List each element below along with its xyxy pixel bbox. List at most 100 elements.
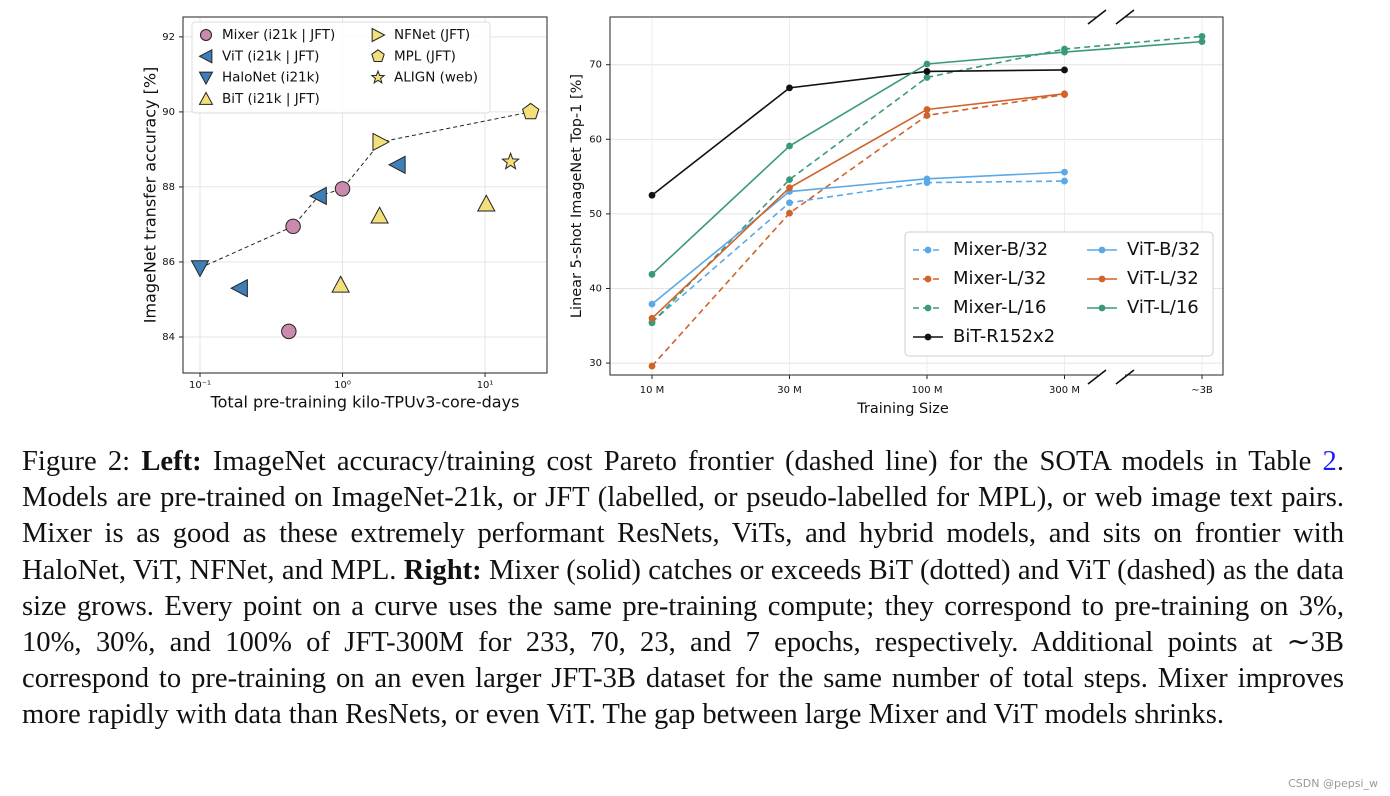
point	[786, 84, 793, 92]
y-tick-label: 92	[162, 32, 175, 43]
axis-break	[1098, 366, 1125, 386]
point	[1061, 90, 1068, 98]
legend-label: Mixer-L/32	[953, 268, 1046, 289]
legend-marker	[924, 333, 932, 341]
pareto-frontier	[199, 111, 531, 269]
point	[648, 300, 656, 308]
legend-label: Mixer (i21k | JFT)	[222, 27, 335, 43]
break-mark	[1087, 9, 1107, 25]
legend-marker	[1098, 275, 1106, 283]
x-tick-label: 30 M	[777, 385, 802, 396]
legend-label: Mixer-L/16	[953, 297, 1046, 318]
legend-marker	[198, 91, 214, 105]
legend-label: BiT-R152x2	[953, 326, 1055, 347]
point	[1198, 38, 1206, 46]
point	[648, 314, 656, 322]
point	[923, 106, 931, 113]
plot-frame	[182, 16, 548, 374]
legend-marker	[370, 69, 386, 85]
point	[387, 155, 406, 175]
y-tick-label: 30	[589, 358, 602, 369]
caption-text: ImageNet accuracy/training cost Pareto f…	[212, 446, 1312, 477]
point	[648, 191, 656, 199]
series-line	[651, 93, 1065, 367]
legend-marker	[1098, 304, 1106, 312]
break-mark	[1115, 369, 1135, 385]
point	[501, 151, 521, 170]
caption-text: Mixer (solid) catches or exceeds BiT (do…	[22, 554, 1344, 731]
point	[1061, 168, 1068, 176]
break-mark	[1087, 369, 1107, 385]
legend-box	[191, 21, 491, 114]
point	[372, 132, 391, 152]
point	[648, 270, 656, 278]
legend-marker	[198, 71, 214, 86]
legend-label: ViT (i21k | JFT)	[222, 48, 319, 64]
series-line	[651, 35, 1203, 324]
series-line	[651, 171, 1065, 305]
caption-heading: Right:	[403, 554, 482, 586]
y-tick-label: 90	[162, 107, 175, 118]
point	[522, 102, 540, 120]
legend-label: ViT-B/32	[1127, 239, 1200, 260]
point	[1061, 66, 1068, 74]
legend-marker	[924, 275, 932, 283]
y-tick-label: 40	[589, 283, 602, 294]
caption-label: Figure 2:	[22, 446, 131, 477]
break-mark	[1115, 9, 1135, 25]
y-tick-label: 70	[589, 60, 602, 71]
y-tick-label: 60	[589, 134, 602, 145]
x-tick-label: 100 M	[912, 385, 943, 396]
x-tick-label: 10⁻¹	[189, 380, 211, 391]
legend-label: NFNet (JFT)	[394, 27, 470, 43]
point	[786, 176, 793, 183]
legend-marker	[371, 49, 385, 63]
point	[476, 194, 496, 212]
legend-marker	[371, 27, 386, 43]
point	[786, 142, 793, 150]
x-axis-label: Training Size	[856, 401, 949, 417]
point	[923, 112, 931, 119]
legend-label: BiT (i21k | JFT)	[222, 91, 320, 107]
x-tick-label: 10⁰	[334, 380, 351, 391]
series-line	[651, 69, 1065, 196]
table-ref[interactable]: 2	[1322, 446, 1337, 477]
legend-marker	[924, 246, 932, 254]
x-tick-label: 10¹	[477, 380, 494, 391]
legend-marker	[199, 28, 213, 42]
watermark: CSDN @pepsi_w	[1288, 777, 1378, 790]
caption-text: . Models are pre-trained on ImageNet-21k…	[22, 446, 1344, 586]
legend-label: ViT-L/32	[1127, 268, 1199, 289]
point	[285, 218, 301, 235]
point	[786, 199, 793, 207]
legend-marker	[924, 304, 932, 312]
legend-label: ViT-L/16	[1127, 297, 1199, 318]
point	[923, 74, 931, 81]
point	[334, 181, 351, 197]
y-axis-label: Linear 5-shot ImageNet Top-1 [%]	[569, 74, 585, 318]
x-tick-label: 300 M	[1049, 385, 1080, 396]
point	[923, 68, 931, 75]
series-line	[651, 180, 1065, 323]
plot-frame	[609, 16, 1224, 376]
point	[1061, 48, 1068, 56]
legend-label: HaloNet (i21k)	[222, 70, 320, 86]
y-tick-label: 88	[162, 182, 175, 193]
point	[786, 209, 793, 217]
legend-marker	[198, 48, 213, 64]
y-tick-label: 84	[162, 332, 175, 343]
point	[309, 186, 327, 206]
point	[281, 323, 297, 340]
caption-heading: Left:	[141, 446, 202, 477]
point	[190, 260, 210, 278]
point	[1198, 32, 1206, 40]
point	[331, 275, 350, 293]
point	[648, 362, 656, 370]
legend-label: Mixer-B/32	[953, 239, 1048, 260]
y-axis-label: ImageNet transfer accuracy [%]	[141, 67, 160, 324]
point	[230, 278, 248, 298]
caption: Figure 2: Left: ImageNet accuracy/traini…	[22, 444, 1344, 734]
legend-box	[904, 231, 1214, 357]
x-tick-label: 10 M	[640, 385, 665, 396]
